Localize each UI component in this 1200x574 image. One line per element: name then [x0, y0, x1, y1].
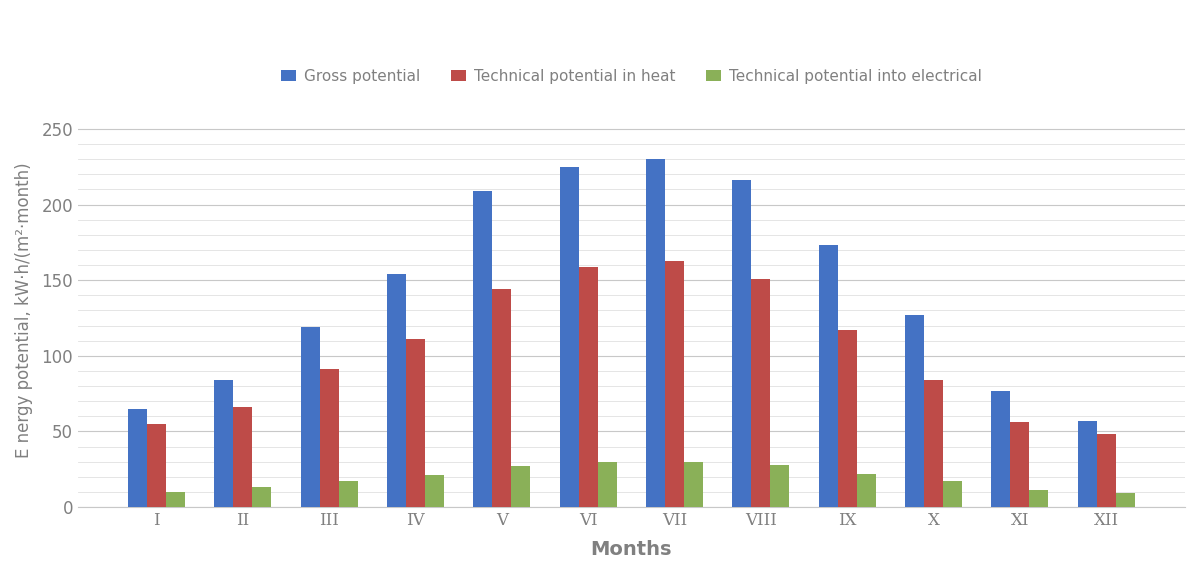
Bar	[665, 261, 684, 507]
Bar	[598, 461, 617, 507]
Bar	[857, 474, 876, 507]
Bar	[1116, 494, 1135, 507]
Bar	[1030, 490, 1049, 507]
Bar	[559, 167, 578, 507]
Bar	[215, 380, 234, 507]
Bar	[905, 315, 924, 507]
Bar	[511, 466, 530, 507]
Bar	[425, 475, 444, 507]
Bar	[166, 492, 185, 507]
Bar	[751, 278, 770, 507]
Bar	[770, 465, 790, 507]
Bar	[252, 487, 271, 507]
Bar	[301, 327, 319, 507]
Bar	[1097, 435, 1116, 507]
Bar	[646, 159, 665, 507]
Y-axis label: E nergy potential, kW·h/(m²·month): E nergy potential, kW·h/(m²·month)	[14, 162, 34, 458]
Bar	[924, 380, 943, 507]
Bar	[684, 461, 703, 507]
Bar	[818, 246, 838, 507]
Bar	[732, 180, 751, 507]
Bar	[1078, 421, 1097, 507]
Bar	[492, 289, 511, 507]
Bar	[1010, 422, 1030, 507]
Bar	[234, 407, 252, 507]
Legend: Gross potential, Technical potential in heat, Technical potential into electrica: Gross potential, Technical potential in …	[275, 63, 988, 90]
Bar	[128, 409, 148, 507]
Bar	[319, 370, 338, 507]
X-axis label: Months: Months	[590, 540, 672, 559]
Bar	[838, 330, 857, 507]
Bar	[148, 424, 166, 507]
Bar	[991, 390, 1010, 507]
Bar	[578, 266, 598, 507]
Bar	[388, 274, 406, 507]
Bar	[943, 482, 962, 507]
Bar	[474, 191, 492, 507]
Bar	[338, 482, 358, 507]
Bar	[406, 339, 425, 507]
